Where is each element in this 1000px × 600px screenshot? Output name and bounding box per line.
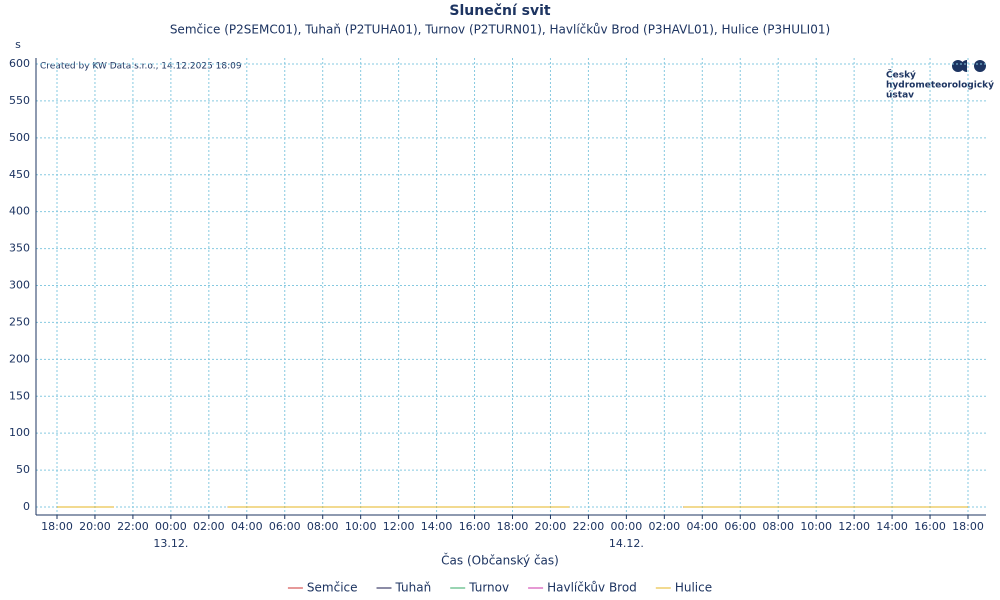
x-tick-label: 08:00 [307, 520, 339, 533]
x-tick-label: 18:00 [497, 520, 529, 533]
x-tick-label: 02:00 [193, 520, 225, 533]
x-tick-label: 12:00 [838, 520, 870, 533]
y-tick-label: 100 [9, 426, 30, 439]
x-tick-label: 04:00 [231, 520, 263, 533]
y-tick-label: 400 [9, 205, 30, 218]
x-tick-label: 08:00 [762, 520, 794, 533]
legend: Semčice Tuhaň Turnov Havlíčkův Brod Hulice [287, 581, 712, 595]
legend-label: Tuhaň [395, 581, 432, 595]
x-tick-label: 14:00 [876, 520, 908, 533]
x-tick-label: 06:00 [269, 520, 301, 533]
annotation: Created by KW Data s.r.o., 14.12.2025 18… [40, 62, 242, 72]
y-unit: s [15, 38, 21, 51]
y-tick-label: 150 [9, 389, 30, 402]
logo-dot [961, 60, 967, 72]
legend-label: Hulice [675, 581, 712, 595]
logo-dot [952, 60, 964, 72]
x-tick-label: 16:00 [914, 520, 946, 533]
y-tick-label: 50 [16, 463, 30, 476]
x-tick-label: 20:00 [535, 520, 567, 533]
x-tick-label: 04:00 [686, 520, 718, 533]
chart-subtitle: Semčice (P2SEMC01), Tuhaň (P2TUHA01), Tu… [170, 23, 830, 37]
x-tick-label: 12:00 [383, 520, 415, 533]
x-tick-label: 10:00 [800, 520, 832, 533]
y-tick-label: 0 [23, 500, 30, 513]
x-tick-label: 22:00 [573, 520, 605, 533]
x-tick-label: 18:00 [41, 520, 73, 533]
x-axis-label: Čas (Občanský čas) [441, 553, 559, 568]
logo-text: ústav [886, 91, 914, 101]
y-tick-label: 250 [9, 315, 30, 328]
y-tick-label: 550 [9, 94, 30, 107]
logo-text: Český [886, 69, 916, 81]
x-tick-label: 06:00 [724, 520, 756, 533]
x-tick-label: 14:00 [421, 520, 453, 533]
x-tick-label: 20:00 [79, 520, 111, 533]
legend-label: Semčice [307, 581, 358, 595]
x-tick-label: 00:00 [611, 520, 643, 533]
x-tick-label: 18:00 [952, 520, 984, 533]
y-tick-label: 500 [9, 131, 30, 144]
x-tick-label: 02:00 [648, 520, 680, 533]
logo: Český hydrometeorologický ústav [886, 60, 994, 101]
y-tick-label: 600 [9, 57, 30, 70]
x-tick-label: 10:00 [345, 520, 377, 533]
x-tick-label: 22:00 [117, 520, 149, 533]
logo-dot [974, 60, 986, 72]
y-tick-label: 300 [9, 279, 30, 292]
x-tick-label: 00:00 [155, 520, 187, 533]
y-tick-label: 350 [9, 242, 30, 255]
x-tick-label: 16:00 [459, 520, 491, 533]
y-tick-label: 200 [9, 352, 30, 365]
logo-text: hydrometeorologický [886, 81, 994, 91]
grid [36, 58, 986, 515]
x-date-label: 13.12. [153, 537, 188, 550]
legend-label: Havlíčkův Brod [547, 581, 637, 595]
x-date-label: 14.12. [609, 537, 644, 550]
legend-label: Turnov [468, 581, 509, 595]
chart-title: Sluneční svit [449, 3, 551, 19]
y-tick-label: 450 [9, 168, 30, 181]
